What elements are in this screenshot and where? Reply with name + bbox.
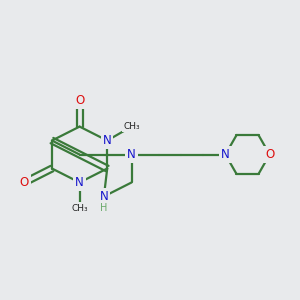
Text: O: O (265, 148, 274, 161)
Text: H: H (100, 203, 108, 213)
Text: CH₃: CH₃ (71, 204, 88, 213)
Text: N: N (100, 190, 108, 203)
Text: N: N (103, 134, 112, 147)
Text: O: O (20, 176, 29, 189)
Text: CH₃: CH₃ (71, 204, 88, 213)
Text: N: N (75, 176, 84, 189)
Text: O: O (265, 148, 274, 161)
Text: N: N (127, 148, 136, 161)
Text: CH₃: CH₃ (123, 122, 140, 131)
Text: N: N (221, 148, 230, 161)
Text: O: O (20, 176, 29, 189)
Text: N: N (127, 148, 136, 161)
Text: N: N (100, 190, 108, 203)
Text: O: O (75, 94, 84, 107)
Text: O: O (75, 94, 84, 107)
Text: N: N (103, 134, 112, 147)
Text: N: N (221, 148, 230, 161)
Text: N: N (75, 176, 84, 189)
Text: CH₃: CH₃ (123, 122, 140, 131)
